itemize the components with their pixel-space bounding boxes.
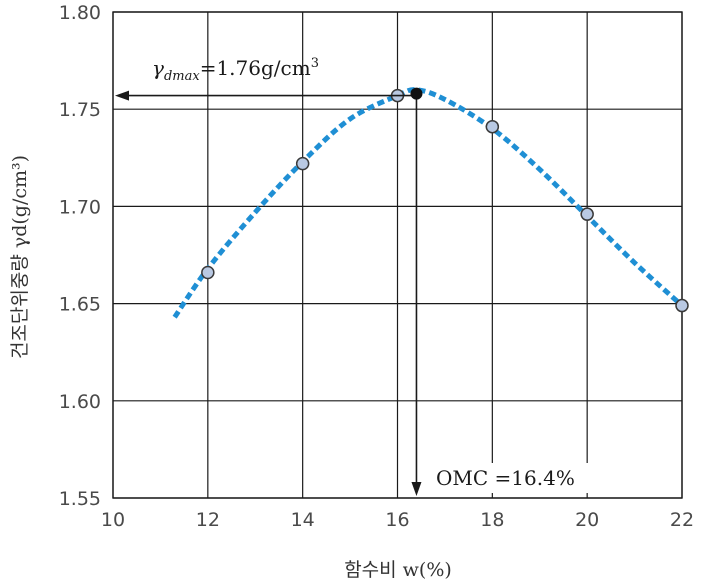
peak-point <box>410 87 423 100</box>
gamma-symbol: γ <box>152 56 164 80</box>
data-points <box>201 88 689 313</box>
y-tick-label: 1.75 <box>59 99 101 121</box>
grid <box>112 11 683 499</box>
data-point <box>580 207 594 221</box>
y-tick-label: 1.80 <box>59 2 101 24</box>
omc-arrowhead <box>411 482 422 496</box>
y-tick-labels: 1.55 1.60 1.65 1.70 1.75 1.80 <box>59 2 101 510</box>
data-point <box>295 156 310 171</box>
omc-annotation: OMC =16.4% <box>436 466 575 490</box>
y-axis-label: 건조단위중량 γd(g/cm³) <box>9 155 31 359</box>
omc-label-bg <box>432 463 604 493</box>
x-tick-label: 12 <box>196 509 220 531</box>
x-tick-label: 18 <box>480 509 504 531</box>
x-tick-label: 22 <box>670 509 694 531</box>
fitted-curve <box>172 87 684 319</box>
x-axis-label: 함수비 w(%) <box>344 559 452 581</box>
x-tick-label: 20 <box>575 509 599 531</box>
gamma-superscript: 3 <box>311 56 319 71</box>
gamma-arrowhead <box>115 90 129 101</box>
data-point <box>675 298 689 313</box>
x-tick-label: 10 <box>101 509 125 531</box>
y-tick-label: 1.55 <box>59 488 101 510</box>
y-tick-label: 1.70 <box>59 196 101 218</box>
gamma-max-annotation: γdmax=1.76g/cm3 <box>152 56 319 84</box>
gamma-subscript: dmax <box>164 69 200 84</box>
x-tick-label: 14 <box>291 509 315 531</box>
plot-frame <box>112 11 683 499</box>
y-tick-label: 1.65 <box>59 294 101 316</box>
data-point <box>201 265 215 280</box>
x-tick-label: 16 <box>385 509 409 531</box>
x-tick-labels: 10 12 14 16 18 20 22 <box>101 509 694 531</box>
gamma-value: =1.76g/cm <box>200 56 311 80</box>
y-tick-label: 1.60 <box>59 391 101 413</box>
data-point <box>485 119 500 134</box>
